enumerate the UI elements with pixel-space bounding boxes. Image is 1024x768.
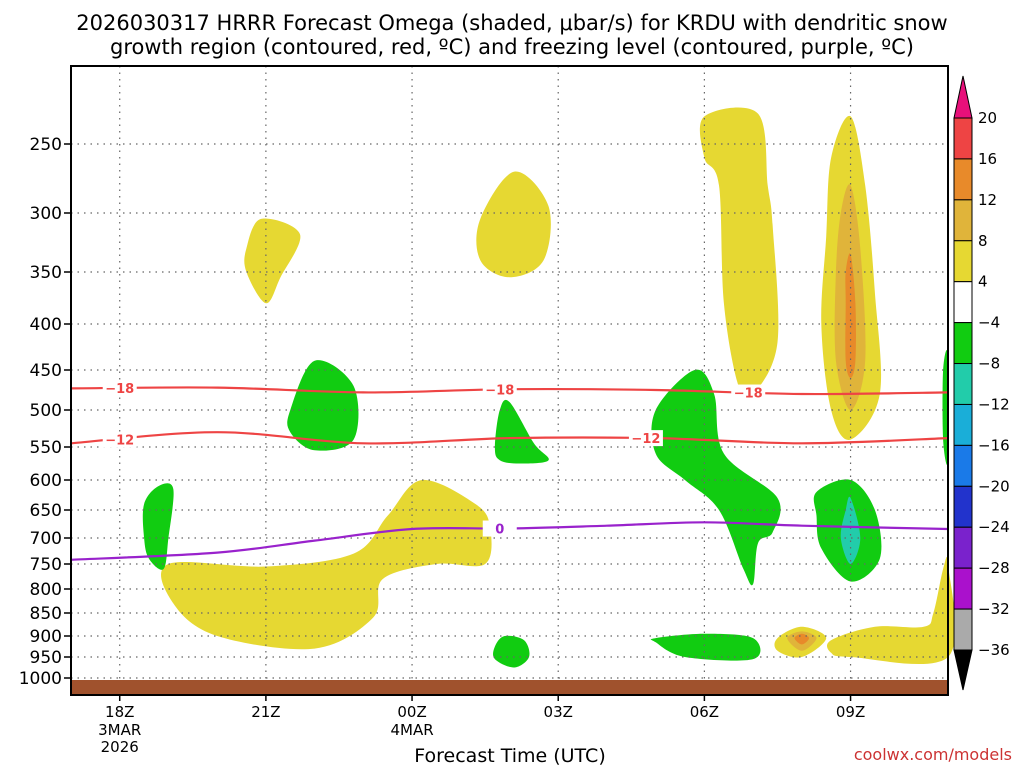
omega-region-14 xyxy=(493,635,530,668)
colorbar-swatch xyxy=(953,158,973,201)
contour-label: −12 xyxy=(631,432,660,447)
colorbar-top-triangle xyxy=(953,75,973,119)
contour-label-bg xyxy=(102,380,137,397)
contour-label: 0 xyxy=(495,523,504,538)
contour-label: −18 xyxy=(105,382,134,397)
x-tick-label: 21Z xyxy=(251,703,280,721)
colorbar-swatch xyxy=(953,403,973,446)
colorbar-label: −8 xyxy=(978,355,1000,373)
contour-label-bg xyxy=(628,430,663,447)
colorbar-label: 8 xyxy=(978,232,988,250)
ground-surface xyxy=(71,680,948,695)
contour-label: −18 xyxy=(734,387,763,402)
colorbar-swatch xyxy=(953,363,973,405)
x-tick-sublabel: 3MAR xyxy=(98,721,141,739)
omega-region-1 xyxy=(476,171,551,278)
colorbar: 20 16 12 8 4 −4 −8 −12 −16 −20 −24 −28 −32 −36 xyxy=(953,75,1010,691)
y-tick-label: 750 xyxy=(30,555,62,575)
omega-region-15 xyxy=(651,369,781,586)
colorbar-swatch xyxy=(953,199,973,242)
contour-label: −18 xyxy=(485,383,514,398)
colorbar-swatch xyxy=(953,117,973,160)
omega-shading xyxy=(142,107,956,668)
x-tick-label: 00Z xyxy=(397,703,426,721)
colorbar-swatch xyxy=(953,485,973,528)
y-tick-label: 650 xyxy=(30,501,62,521)
omega-region-3 xyxy=(699,107,779,399)
colorbar-label: 20 xyxy=(978,109,997,127)
chart-title-line1: 2026030317 HRRR Forecast Omega (shaded, … xyxy=(76,11,947,35)
colorbar-swatch xyxy=(953,444,973,487)
y-tick-label: 500 xyxy=(30,401,62,421)
contour-label-bg xyxy=(102,431,137,448)
colorbar-swatch xyxy=(953,526,973,569)
y-tick-label: 800 xyxy=(30,580,62,600)
colorbar-label: −28 xyxy=(978,559,1010,577)
colorbar-label: −4 xyxy=(978,314,1000,332)
y-tick-label: 900 xyxy=(30,627,62,647)
omega-region-2 xyxy=(161,479,492,650)
omega-region-6 xyxy=(845,253,856,378)
colorbar-label: −32 xyxy=(978,600,1010,618)
x-tick-label: 03Z xyxy=(544,703,573,721)
omega-region-0 xyxy=(244,218,301,304)
colorbar-label: 12 xyxy=(978,191,997,209)
colorbar-label: 16 xyxy=(978,150,997,168)
y-tick-label: 350 xyxy=(30,263,62,283)
omega-region-11 xyxy=(142,483,174,570)
colorbar-label: −12 xyxy=(978,395,1010,413)
colorbar-label: −36 xyxy=(978,641,1010,659)
plot-frame xyxy=(70,65,949,696)
y-tick-label: 300 xyxy=(30,204,62,224)
y-tick-label: 1000 xyxy=(19,669,62,689)
chart-title-line2: growth region (contoured, red, ºC) and f… xyxy=(110,35,914,59)
y-tick-label: 950 xyxy=(30,648,62,668)
x-tick-label: 18Z xyxy=(105,703,134,721)
contour-lines: −18 −18 −18 −12 −12 0 xyxy=(70,380,949,561)
plot-area: −18 −18 −18 −12 −12 0 xyxy=(70,65,956,696)
x-tick-sublabel: 2026 xyxy=(101,738,139,756)
colorbar-swatch xyxy=(953,608,973,651)
colorbar-bottom-triangle xyxy=(953,649,973,691)
contour-label-bg xyxy=(731,384,766,401)
contour-label-bg xyxy=(482,520,517,537)
colorbar-swatch xyxy=(953,322,973,365)
omega-region-16 xyxy=(650,633,761,661)
y-tick-label: 450 xyxy=(30,361,62,381)
contour-line--12 xyxy=(70,431,949,445)
contour-label-bg xyxy=(482,381,517,398)
source-credit: coolwx.com/models xyxy=(854,745,1012,764)
y-axis: 250 300 350 400 450 500 550 600 650 700 750 800 850 9… xyxy=(19,135,71,689)
x-tick-label: 09Z xyxy=(836,703,865,721)
colorbar-label: −16 xyxy=(978,436,1010,454)
colorbar-label: 4 xyxy=(978,273,988,291)
colorbar-label: −24 xyxy=(978,518,1010,536)
omega-region-18 xyxy=(840,496,861,564)
omega-region-10 xyxy=(794,633,810,645)
colorbar-swatch xyxy=(953,567,973,610)
y-tick-label: 250 xyxy=(30,135,62,155)
colorbar-label: −20 xyxy=(978,477,1010,495)
omega-region-12 xyxy=(287,360,359,451)
x-tick-sublabel: 4MAR xyxy=(390,721,433,739)
y-tick-label: 850 xyxy=(30,604,62,624)
x-axis-label: Forecast Time (UTC) xyxy=(414,745,605,767)
contour-label: −12 xyxy=(105,434,134,449)
colorbar-swatch xyxy=(953,281,973,324)
y-tick-label: 550 xyxy=(30,438,62,458)
y-tick-label: 700 xyxy=(30,529,62,549)
omega-region-7 xyxy=(826,556,956,665)
colorbar-swatch xyxy=(953,240,973,283)
x-tick-label: 06Z xyxy=(690,703,719,721)
omega-region-13 xyxy=(494,399,549,464)
y-tick-label: 600 xyxy=(30,471,62,491)
y-tick-label: 400 xyxy=(30,315,62,335)
